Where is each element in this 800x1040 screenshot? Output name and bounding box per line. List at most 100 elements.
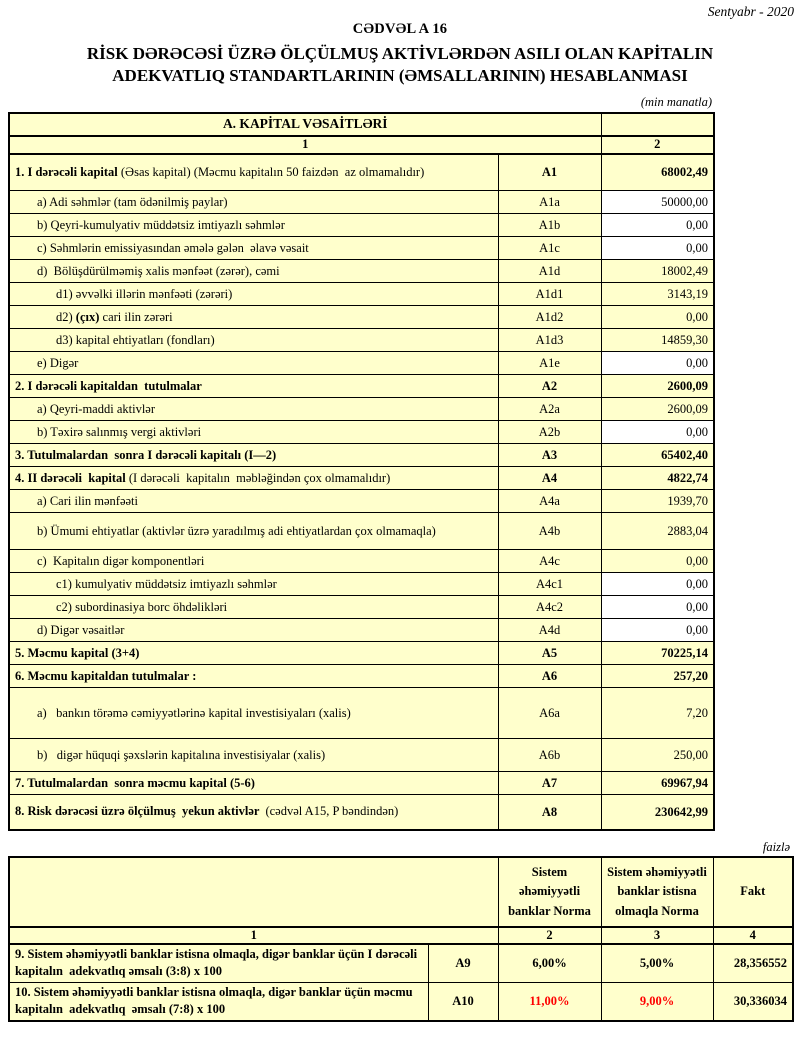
table-row: 4. II dərəcəli kapital (I dərəcəli kapit… [8,466,715,491]
ratio-item-code: A10 [427,981,499,1022]
item-label: a) Cari ilin mənfəəti [8,489,499,514]
item-label: a) Adi səhmlər (tam ödənilmiş paylar) [8,190,499,215]
item-label: d2) (çıx) cari ilin zərəri [8,305,499,330]
ratio-column-number-2: 2 [497,926,602,945]
table-reference: CƏDVƏL A 16 [352,21,448,37]
capital-table-colnum-row: 1 2 [8,135,715,155]
item-code: A8 [497,794,602,831]
table-row: c) Səhmlərin emissiyasından əmələ gələn … [8,236,715,261]
item-value: 69967,94 [600,771,715,796]
item-code: A6b [497,738,602,773]
table-row: 8. Risk dərəcəsi üzrə ölçülmuş yekun akt… [8,794,715,831]
ratio-header-norm-excl: Sistem əhəmiyyətli banklar istisna olmaq… [600,856,714,928]
item-value: 2600,09 [600,397,715,422]
table-row: 6. Məcmu kapitaldan tutulmalar : A6 257,20 [8,664,715,689]
item-value: 3143,19 [600,282,715,307]
page-title: RİSK DƏRƏCƏSİ ÜZRƏ ÖLÇÜLMUŞ AKTİVLƏRDƏN … [0,43,800,88]
ratio-fakt-value: 28,356552 [712,943,794,983]
ratio-header-norm-sys: Sistem əhəmiyyətli banklar Norma [497,856,602,928]
item-label: 1. I dərəcəli kapital (Əsas kapital) (Mə… [8,153,499,192]
item-label: 5. Məcmu kapital (3+4) [8,641,499,666]
item-label: c1) kumulyativ müddətsiz imtiyazlı səhml… [8,572,499,597]
item-code: A5 [497,641,602,666]
item-value: 68002,49 [600,153,715,192]
item-label: d1) əvvəlki illərin mənfəəti (zərəri) [8,282,499,307]
item-code: A1 [497,153,602,192]
item-code: A6a [497,687,602,740]
unit-note-faizle: faizlə [762,839,790,854]
item-code: A4 [497,466,602,491]
table-row: b) Ümumi ehtiyatlar (aktivlər üzrə yarad… [8,512,715,551]
table-row: b) Təxirə salınmış vergi aktivləri A2b 0,0… [8,420,715,445]
table-row: a) Adi səhmlər (tam ödənilmiş paylar) A1a… [8,190,715,215]
table-row: 1. I dərəcəli kapital (Əsas kapital) (Mə… [8,153,715,192]
item-value: 0,00 [600,236,715,261]
item-value: 0,00 [600,305,715,330]
item-label: a) Qeyri-maddi aktivlər [8,397,499,422]
item-value: 0,00 [600,618,715,643]
table-row: 3. Tutulmalardan sonra I dərəcəli kapita… [8,443,715,468]
item-value: 0,00 [600,420,715,445]
ratio-norm-excl-value: 5,00% [600,943,714,983]
item-code: A2b [497,420,602,445]
item-value: 257,20 [600,664,715,689]
table-row: a) bankın törəmə cəmiyyətlərinə kapital … [8,687,715,740]
item-value: 65402,40 [600,443,715,468]
item-code: A1d3 [497,328,602,353]
table-row: c1) kumulyativ müddətsiz imtiyazlı səhml… [8,572,715,597]
table-row: d1) əvvəlki illərin mənfəəti (zərəri) A1d… [8,282,715,307]
table-row: b) digər hüquqi şəxslərin kapitalına inv… [8,738,715,773]
item-code: A1b [497,213,602,238]
report-period: Sentyabr - 2020 [707,4,794,19]
item-value: 1939,70 [600,489,715,514]
ratio-column-number-3: 3 [600,926,714,945]
item-value: 0,00 [600,572,715,597]
ratio-item-code: A9 [427,943,499,983]
item-label: a) bankın törəmə cəmiyyətlərinə kapital … [8,687,499,740]
item-code: A1a [497,190,602,215]
item-value: 50000,00 [600,190,715,215]
capital-table-body: 1. I dərəcəli kapital (Əsas kapital) (Mə… [8,153,715,831]
ratio-header-fakt: Fakt [712,856,794,928]
item-code: A4c [497,549,602,574]
table-row: a) Cari ilin mənfəəti A4a 1939,70 [8,489,715,514]
table-row: 7. Tutulmalardan sonra məcmu kapital (5-… [8,771,715,796]
item-label: b) Qeyri-kumulyativ müddətsiz imtiyazlı … [8,213,499,238]
table-row: 5. Məcmu kapital (3+4) A5 70225,14 [8,641,715,666]
item-value: 0,00 [600,351,715,376]
capital-table-section-header-row: A. KAPİTAL VƏSAİTLƏRİ [8,112,715,137]
item-code: A4a [497,489,602,514]
table-row: c) Kapitalın digər komponentləri A4c 0,00 [8,549,715,574]
item-value: 0,00 [600,549,715,574]
item-value: 7,20 [600,687,715,740]
item-label: b) Ümumi ehtiyatlar (aktivlər üzrə yarad… [8,512,499,551]
item-code: A1d1 [497,282,602,307]
item-label: 4. II dərəcəli kapital (I dərəcəli kapit… [8,466,499,491]
item-value: 2883,04 [600,512,715,551]
table-row: a) Qeyri-maddi aktivlər A2a 2600,09 [8,397,715,422]
ratio-header-empty-cell [8,856,499,928]
item-label: 2. I dərəcəli kapitaldan tutulmalar [8,374,499,399]
ratio-table: Sistem əhəmiyyətli banklar Norma Sistem … [8,855,794,1022]
page-title-line2: ADEKVATLIQ STANDARTLARININ (ƏMSALLARININ… [112,66,688,86]
ratio-norm-sys-value: 11,00% [497,981,602,1022]
unit-note-min-manatla: (min manatla) [640,94,712,109]
item-value: 70225,14 [600,641,715,666]
table-row: 2. I dərəcəli kapitaldan tutulmalar A2 260… [8,374,715,399]
item-code: A6 [497,664,602,689]
item-value: 0,00 [600,595,715,620]
item-label: c2) subordinasiya borc öhdəlikləri [8,595,499,620]
item-value: 18002,49 [600,259,715,284]
ratio-table-row: 9. Sistem əhəmiyyətli banklar istisna ol… [8,943,794,983]
item-label: 6. Məcmu kapitaldan tutulmalar : [8,664,499,689]
ratio-column-number-1: 1 [8,926,499,945]
capital-table: A. KAPİTAL VƏSAİTLƏRİ 1 2 1. I dərəcəli … [8,111,715,831]
ratio-table-colnum-row: 1 2 3 4 [8,926,794,945]
item-label: 7. Tutulmalardan sonra məcmu kapital (5-… [8,771,499,796]
item-label: d3) kapital ehtiyatları (fondları) [8,328,499,353]
item-code: A7 [497,771,602,796]
item-value: 2600,09 [600,374,715,399]
ratio-column-number-4: 4 [712,926,794,945]
item-code: A1e [497,351,602,376]
table-row: d2) (çıx) cari ilin zərəri A1d2 0,00 [8,305,715,330]
